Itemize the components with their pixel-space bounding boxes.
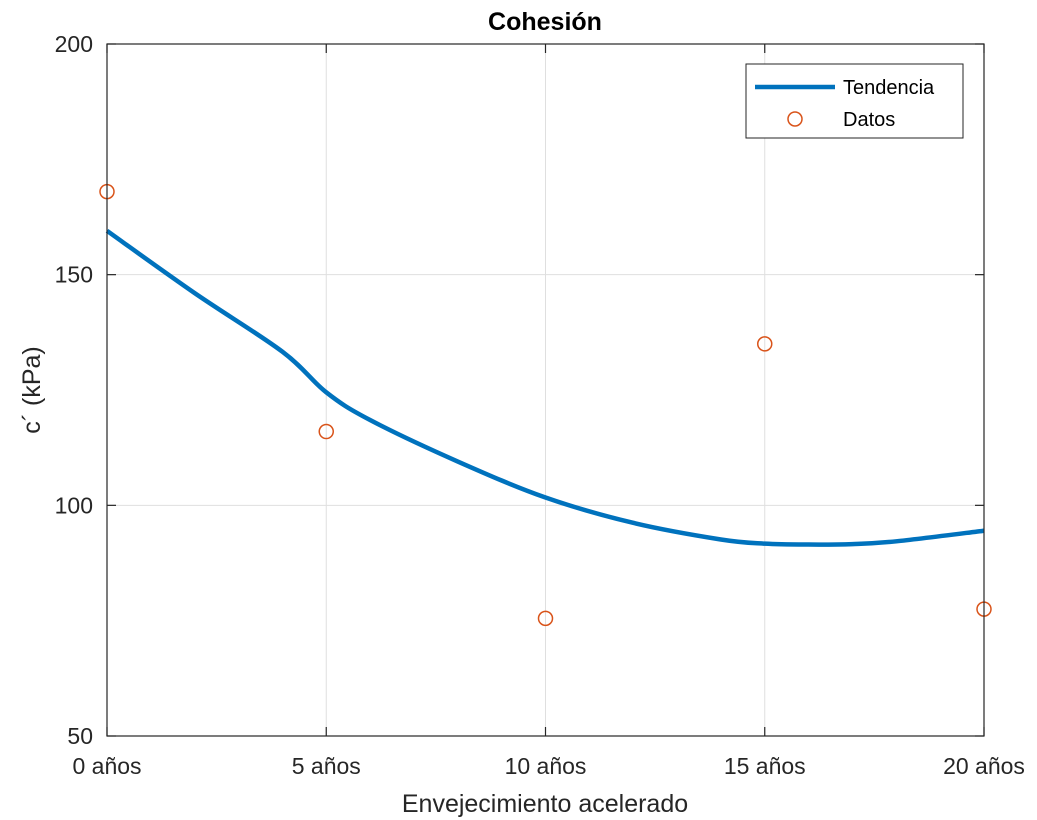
y-tick-label: 100 [55, 492, 93, 518]
data-point [537, 610, 554, 627]
axis-ticks [106, 43, 985, 737]
legend-data-label: Datos [843, 109, 895, 131]
legend-trend-label: Tendencia [843, 77, 935, 99]
x-tick-label: 20 años [943, 753, 1025, 779]
grid [106, 43, 985, 737]
data-point [318, 423, 334, 440]
y-tick-label: 50 [67, 723, 93, 749]
legend-data-swatch [787, 111, 803, 127]
x-tick-label: 5 años [292, 753, 361, 779]
y-axis-label: c´ (kPa) [18, 346, 46, 434]
x-tick-labels: 0 años 5 años 10 años 15 años 20 años [72, 753, 1024, 779]
legend-box [745, 63, 964, 139]
y-tick-label: 200 [55, 31, 93, 57]
data-point [757, 336, 773, 352]
y-tick-labels: 50 100 150 200 [55, 31, 93, 749]
trend-line [105, 229, 985, 547]
chart-title: Cohesión [488, 8, 602, 36]
legend: Tendencia Datos [745, 63, 964, 139]
x-axis-label: Envejecimiento acelerado [402, 790, 688, 818]
x-tick-label: 0 años [72, 753, 141, 779]
x-tick-label: 10 años [505, 753, 587, 779]
trend-layer [105, 229, 985, 547]
x-tick-label: 15 años [724, 753, 806, 779]
y-tick-label: 150 [55, 262, 93, 288]
